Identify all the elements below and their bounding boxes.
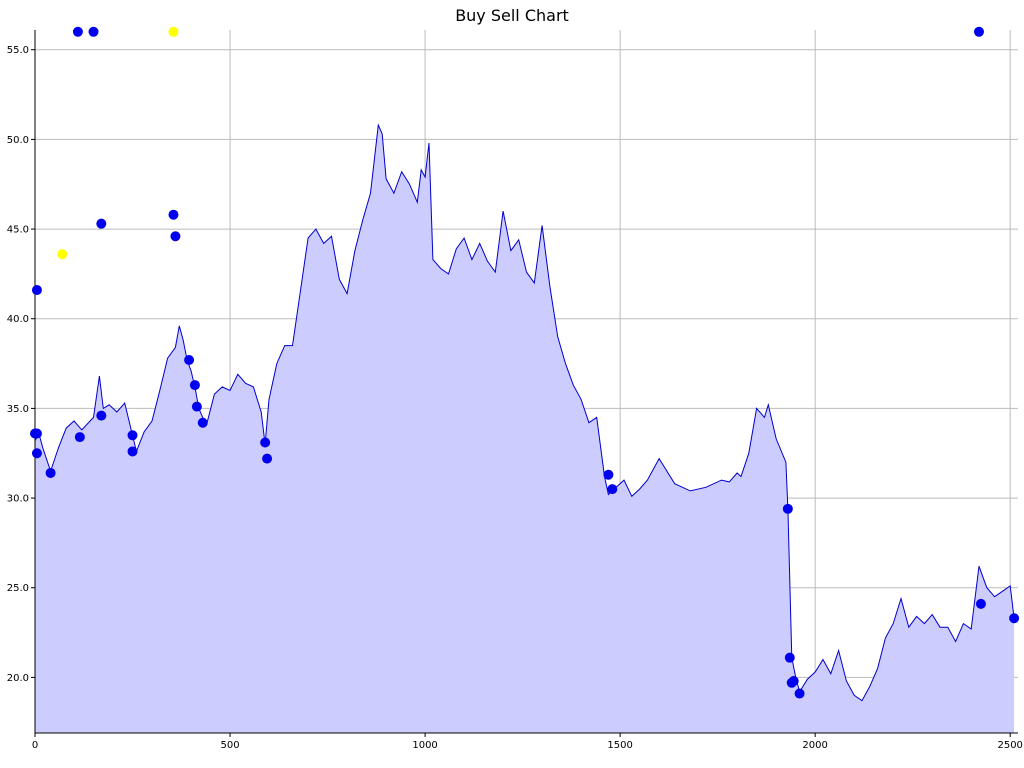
blue-marker xyxy=(96,410,107,421)
blue-marker xyxy=(197,417,208,428)
blue-marker xyxy=(31,428,42,439)
blue-marker xyxy=(72,26,83,37)
price-line xyxy=(34,123,1015,702)
x-tick-label: 2000 xyxy=(802,740,827,751)
blue-marker xyxy=(168,209,179,220)
y-tick-label: 45.0 xyxy=(7,225,29,236)
x-tick-label: 500 xyxy=(220,740,239,751)
blue-marker xyxy=(88,26,99,37)
x-tick-label: 1000 xyxy=(412,740,437,751)
marker-layer xyxy=(30,26,1020,699)
price-area-fill xyxy=(35,125,1015,733)
yellow-marker xyxy=(57,249,68,260)
axis-layer: 0 500 1000 1500 2000 2500 20.0 25.0 30.0 35.0 40.0… xyxy=(7,30,1023,751)
blue-marker xyxy=(973,26,984,37)
y-tick-label: 20.0 xyxy=(7,673,29,684)
x-tick-label: 2500 xyxy=(997,740,1022,751)
yellow-marker xyxy=(168,26,179,37)
blue-marker xyxy=(794,688,805,699)
blue-marker xyxy=(45,467,56,478)
area-layer xyxy=(34,123,1015,733)
chart-title: Buy Sell Chart xyxy=(455,6,569,25)
x-tick-label: 1500 xyxy=(607,740,632,751)
blue-marker xyxy=(603,469,614,480)
blue-marker xyxy=(74,432,85,443)
blue-marker xyxy=(189,380,200,391)
blue-marker xyxy=(788,675,799,686)
blue-marker xyxy=(31,448,42,459)
blue-marker xyxy=(191,401,202,412)
blue-marker xyxy=(262,453,273,464)
y-tick-label: 55.0 xyxy=(7,45,29,56)
y-tick-label: 25.0 xyxy=(7,583,29,594)
y-tick-label: 35.0 xyxy=(7,404,29,415)
blue-marker xyxy=(784,652,795,663)
blue-marker xyxy=(260,437,271,448)
y-tick-label: 30.0 xyxy=(7,494,29,505)
blue-marker xyxy=(96,218,107,229)
blue-marker xyxy=(975,598,986,609)
blue-marker xyxy=(607,484,618,495)
y-tick-label: 40.0 xyxy=(7,314,29,325)
x-tick-label: 0 xyxy=(32,740,38,751)
blue-marker xyxy=(127,446,138,457)
blue-marker xyxy=(782,503,793,514)
blue-marker xyxy=(127,430,138,441)
blue-marker xyxy=(184,354,195,365)
blue-marker xyxy=(170,231,181,242)
y-tick-label: 50.0 xyxy=(7,135,29,146)
blue-marker xyxy=(1009,613,1020,624)
blue-marker xyxy=(31,285,42,296)
